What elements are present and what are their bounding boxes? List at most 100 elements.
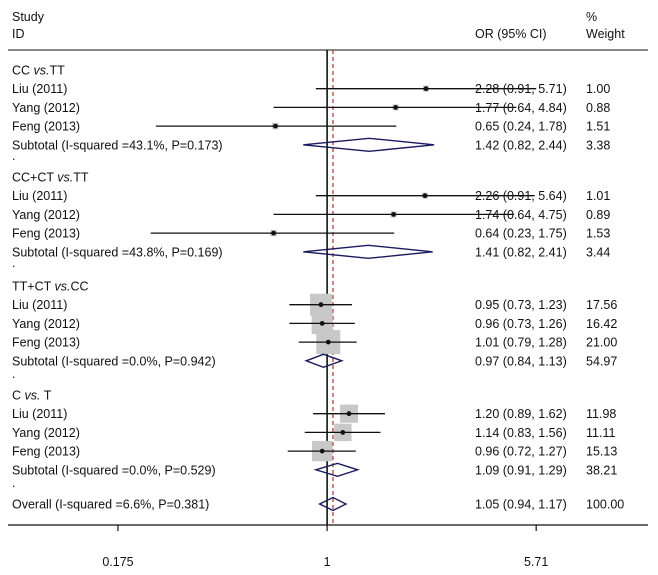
or-ci-value: 1.09 (0.91, 1.29) (475, 463, 567, 477)
study-name: Feng (2013) (12, 120, 80, 134)
study-row: Liu (2011) 1.20 (0.89, 1.62) 11.98 (12, 404, 616, 423)
plot-body: CC vs.TT Liu (2011) 2.28 (0.91, 5.71) 1.00 Y… (8, 50, 648, 569)
or-ci-value: 0.64 (0.23, 1.75) (475, 227, 567, 241)
x-axis: 0.175 1 5.71 (8, 524, 648, 569)
pooled-diamond (318, 496, 348, 512)
study-name: Liu (2011) (12, 189, 67, 203)
group-separator: . (12, 367, 15, 381)
or-ci-value: 0.96 (0.72, 1.27) (475, 445, 567, 459)
study-name: Liu (2011) (12, 298, 67, 312)
or-ci-value: 1.14 (0.83, 1.56) (475, 426, 567, 440)
study-name: Yang (2012) (12, 317, 80, 331)
group: CC+CT vs.TT Liu (2011) 2.26 (0.91, 5.64) 1.… (12, 171, 610, 271)
point-estimate (273, 123, 278, 129)
or-ci-value: 0.96 (0.73, 1.26) (475, 317, 567, 331)
weight-value: 1.00 (586, 82, 610, 96)
pooled-diamond (304, 353, 344, 369)
x-tick-label: 5.71 (524, 555, 548, 569)
study-name: Feng (2013) (12, 227, 80, 241)
header-id: ID (12, 27, 25, 41)
weight-value: 0.88 (586, 101, 610, 115)
header-percent: % (586, 10, 597, 24)
study-row: Feng (2013) 0.65 (0.24, 1.78) 1.51 (12, 120, 610, 134)
weight-value: 17.56 (586, 298, 617, 312)
or-ci-value: 1.05 (0.94, 1.17) (475, 498, 567, 512)
or-ci-value: 2.26 (0.91, 5.64) (475, 189, 567, 203)
x-tick-label: 1 (324, 555, 331, 569)
group-separator: . (12, 256, 15, 270)
weight-value: 21.00 (586, 336, 617, 350)
or-ci-value: 0.65 (0.24, 1.78) (475, 120, 567, 134)
or-ci-value: 1.42 (0.82, 2.44) (475, 138, 567, 152)
point-estimate (340, 430, 346, 435)
or-ci-value: 1.77 (0.64, 4.84) (475, 101, 567, 115)
point-estimate (346, 411, 352, 417)
subtotal-row-label: Subtotal (I-squared =0.0%, P=0.529) (12, 463, 216, 477)
overall-row-label: Overall (I-squared =6.6%, P=0.381) (12, 498, 209, 512)
weight-value: 16.42 (586, 317, 617, 331)
weight-value: 3.44 (586, 245, 610, 259)
header-or: OR (95% CI) (475, 27, 547, 41)
study-row: Liu (2011) 2.26 (0.91, 5.64) 1.01 (12, 189, 610, 203)
or-ci-value: 0.97 (0.84, 1.13) (475, 354, 567, 368)
or-ci-value: 1.41 (0.82, 2.41) (475, 245, 567, 259)
pooled-diamond (303, 137, 435, 153)
weight-value: 1.01 (586, 189, 610, 203)
study-name: Yang (2012) (12, 426, 80, 440)
header-weight: Weight (586, 27, 625, 41)
study-name: Liu (2011) (12, 82, 67, 96)
subtotal-row-label: Subtotal (I-squared =43.8%, P=0.169) (12, 245, 223, 259)
study-row: Feng (2013) 1.01 (0.79, 1.28) 21.00 (12, 330, 617, 355)
group-separator: . (12, 149, 15, 163)
study-row: Feng (2013) 0.64 (0.23, 1.75) 1.53 (12, 227, 610, 241)
header: Study ID OR (95% CI) % Weight (12, 10, 625, 41)
weight-value: 1.51 (586, 120, 610, 134)
group-label: C vs. T (12, 389, 52, 403)
group-label: CC vs.TT (12, 64, 65, 78)
subtotal-row-label: Subtotal (I-squared =43.1%, P=0.173) (12, 138, 223, 152)
group: CC vs.TT Liu (2011) 2.28 (0.91, 5.71) 1.00 Y… (12, 64, 610, 164)
study-name: Yang (2012) (12, 101, 80, 115)
subtotal-row: Subtotal (I-squared =43.8%, P=0.169) 1.41… (12, 244, 610, 260)
weight-value: 38.21 (586, 463, 617, 477)
study-name: Feng (2013) (12, 445, 80, 459)
study-row: Feng (2013) 0.96 (0.72, 1.27) 15.13 (12, 440, 617, 462)
or-ci-value: 1.01 (0.79, 1.28) (475, 336, 567, 350)
weight-value: 11.98 (586, 407, 616, 421)
pooled-diamond (313, 462, 360, 478)
study-row: Liu (2011) 0.95 (0.73, 1.23) 17.56 (12, 293, 617, 316)
point-estimate (423, 86, 429, 92)
point-estimate (271, 230, 276, 236)
group-label: CC+CT vs.TT (12, 171, 89, 185)
rows: CC vs.TT Liu (2011) 2.28 (0.91, 5.71) 1.00 Y… (12, 64, 624, 512)
weight-value: 100.00 (586, 498, 624, 512)
or-ci-value: 2.28 (0.91, 5.71) (475, 82, 567, 96)
weight-value: 11.11 (586, 426, 615, 440)
point-estimate (325, 339, 331, 345)
subtotal-row-label: Subtotal (I-squared =0.0%, P=0.942) (12, 354, 216, 368)
or-ci-value: 1.20 (0.89, 1.62) (475, 407, 567, 421)
point-estimate (422, 193, 428, 199)
group-separator: . (12, 476, 15, 490)
weight-value: 15.13 (586, 445, 617, 459)
weight-value: 3.38 (586, 138, 610, 152)
subtotal-row: Subtotal (I-squared =0.0%, P=0.942) 0.97 … (12, 353, 617, 369)
overall-row: Overall (I-squared =6.6%, P=0.381) 1.05 (… (12, 496, 624, 512)
pooled-diamond (303, 244, 433, 260)
study-row: Yang (2012) 1.14 (0.83, 1.56) 11.11 (12, 423, 615, 442)
weight-value: 54.97 (586, 354, 617, 368)
weight-value: 0.89 (586, 208, 610, 222)
subtotal-row: Subtotal (I-squared =0.0%, P=0.529) 1.09 … (12, 462, 617, 478)
study-row: Yang (2012) 1.77 (0.64, 4.84) 0.88 (12, 101, 610, 115)
or-ci-value: 1.74 (0.64, 4.75) (475, 208, 567, 222)
header-study: Study (12, 10, 45, 24)
point-estimate (319, 321, 325, 326)
study-name: Liu (2011) (12, 407, 67, 421)
subtotal-row: Subtotal (I-squared =43.1%, P=0.173) 1.42… (12, 137, 610, 153)
point-estimate (318, 302, 324, 308)
study-row: Yang (2012) 0.96 (0.73, 1.26) 16.42 (12, 312, 617, 335)
point-estimate (319, 448, 325, 454)
group-label: TT+CT vs.CC (12, 280, 89, 294)
weight-value: 1.53 (586, 227, 610, 241)
